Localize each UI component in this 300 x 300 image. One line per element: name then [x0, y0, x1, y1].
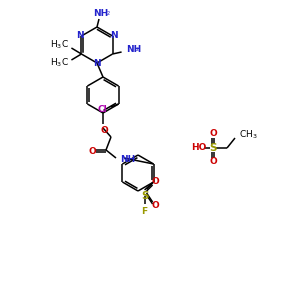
- Text: NH: NH: [120, 154, 135, 164]
- Text: O: O: [152, 202, 160, 211]
- Text: O: O: [88, 146, 96, 155]
- Text: CH$_3$: CH$_3$: [239, 129, 258, 141]
- Text: HO: HO: [191, 142, 207, 152]
- Text: H$_3$C: H$_3$C: [50, 57, 69, 69]
- Text: O: O: [100, 126, 108, 135]
- Text: O: O: [209, 130, 217, 139]
- Text: NH: NH: [93, 10, 109, 19]
- Text: N: N: [110, 32, 117, 40]
- Text: O: O: [152, 178, 160, 187]
- Text: N: N: [76, 32, 84, 40]
- Text: NH: NH: [127, 46, 142, 55]
- Text: $_2$: $_2$: [135, 46, 139, 54]
- Text: S: S: [209, 143, 217, 153]
- Text: Cl: Cl: [98, 104, 107, 113]
- Text: S: S: [141, 191, 148, 201]
- Text: $_2$: $_2$: [106, 10, 110, 18]
- Text: N: N: [93, 59, 101, 68]
- Text: O: O: [209, 158, 217, 166]
- Text: H$_3$C: H$_3$C: [50, 39, 69, 51]
- Text: F: F: [142, 207, 148, 216]
